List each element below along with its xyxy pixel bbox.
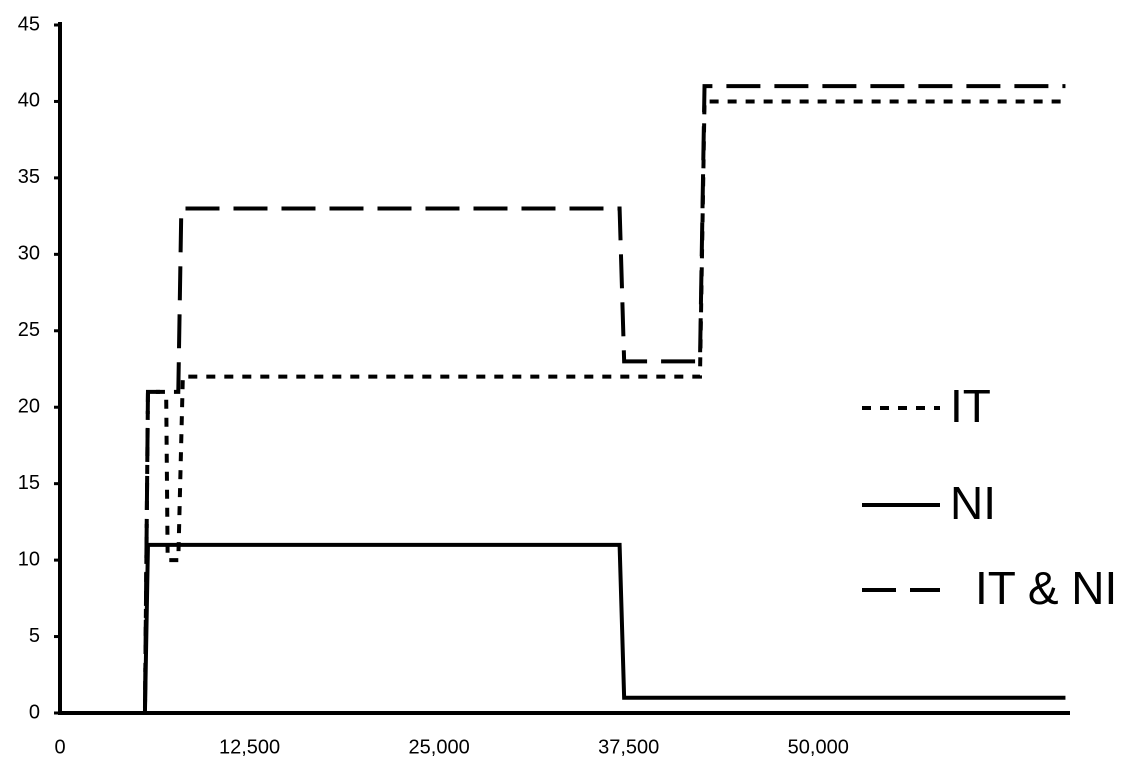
y-tick-label: 5 [29, 625, 40, 647]
y-tick-label: 45 [18, 13, 40, 35]
y-tick-label: 30 [18, 243, 40, 265]
x-tick-label: 50,000 [788, 736, 849, 758]
y-tick-label: 40 [18, 90, 40, 112]
y-tick-label: 25 [18, 319, 40, 341]
series-line [60, 99, 1066, 715]
x-tick-label: 37,500 [598, 736, 659, 758]
x-tick-label: 0 [54, 736, 65, 758]
y-tick-label: 0 [29, 701, 40, 723]
y-tick-label: 35 [18, 166, 40, 188]
legend-label: NI [950, 477, 996, 529]
y-tick-label: 10 [18, 548, 40, 570]
y-tick-label: 20 [18, 396, 40, 418]
y-tick-label: 15 [18, 472, 40, 494]
x-tick-label: 12,500 [219, 736, 280, 758]
series-line [60, 84, 1066, 715]
legend-label: IT [950, 380, 991, 432]
legend-label: IT & NI [975, 562, 1117, 614]
x-tick-label: 25,000 [409, 736, 470, 758]
series-line [60, 542, 1066, 715]
